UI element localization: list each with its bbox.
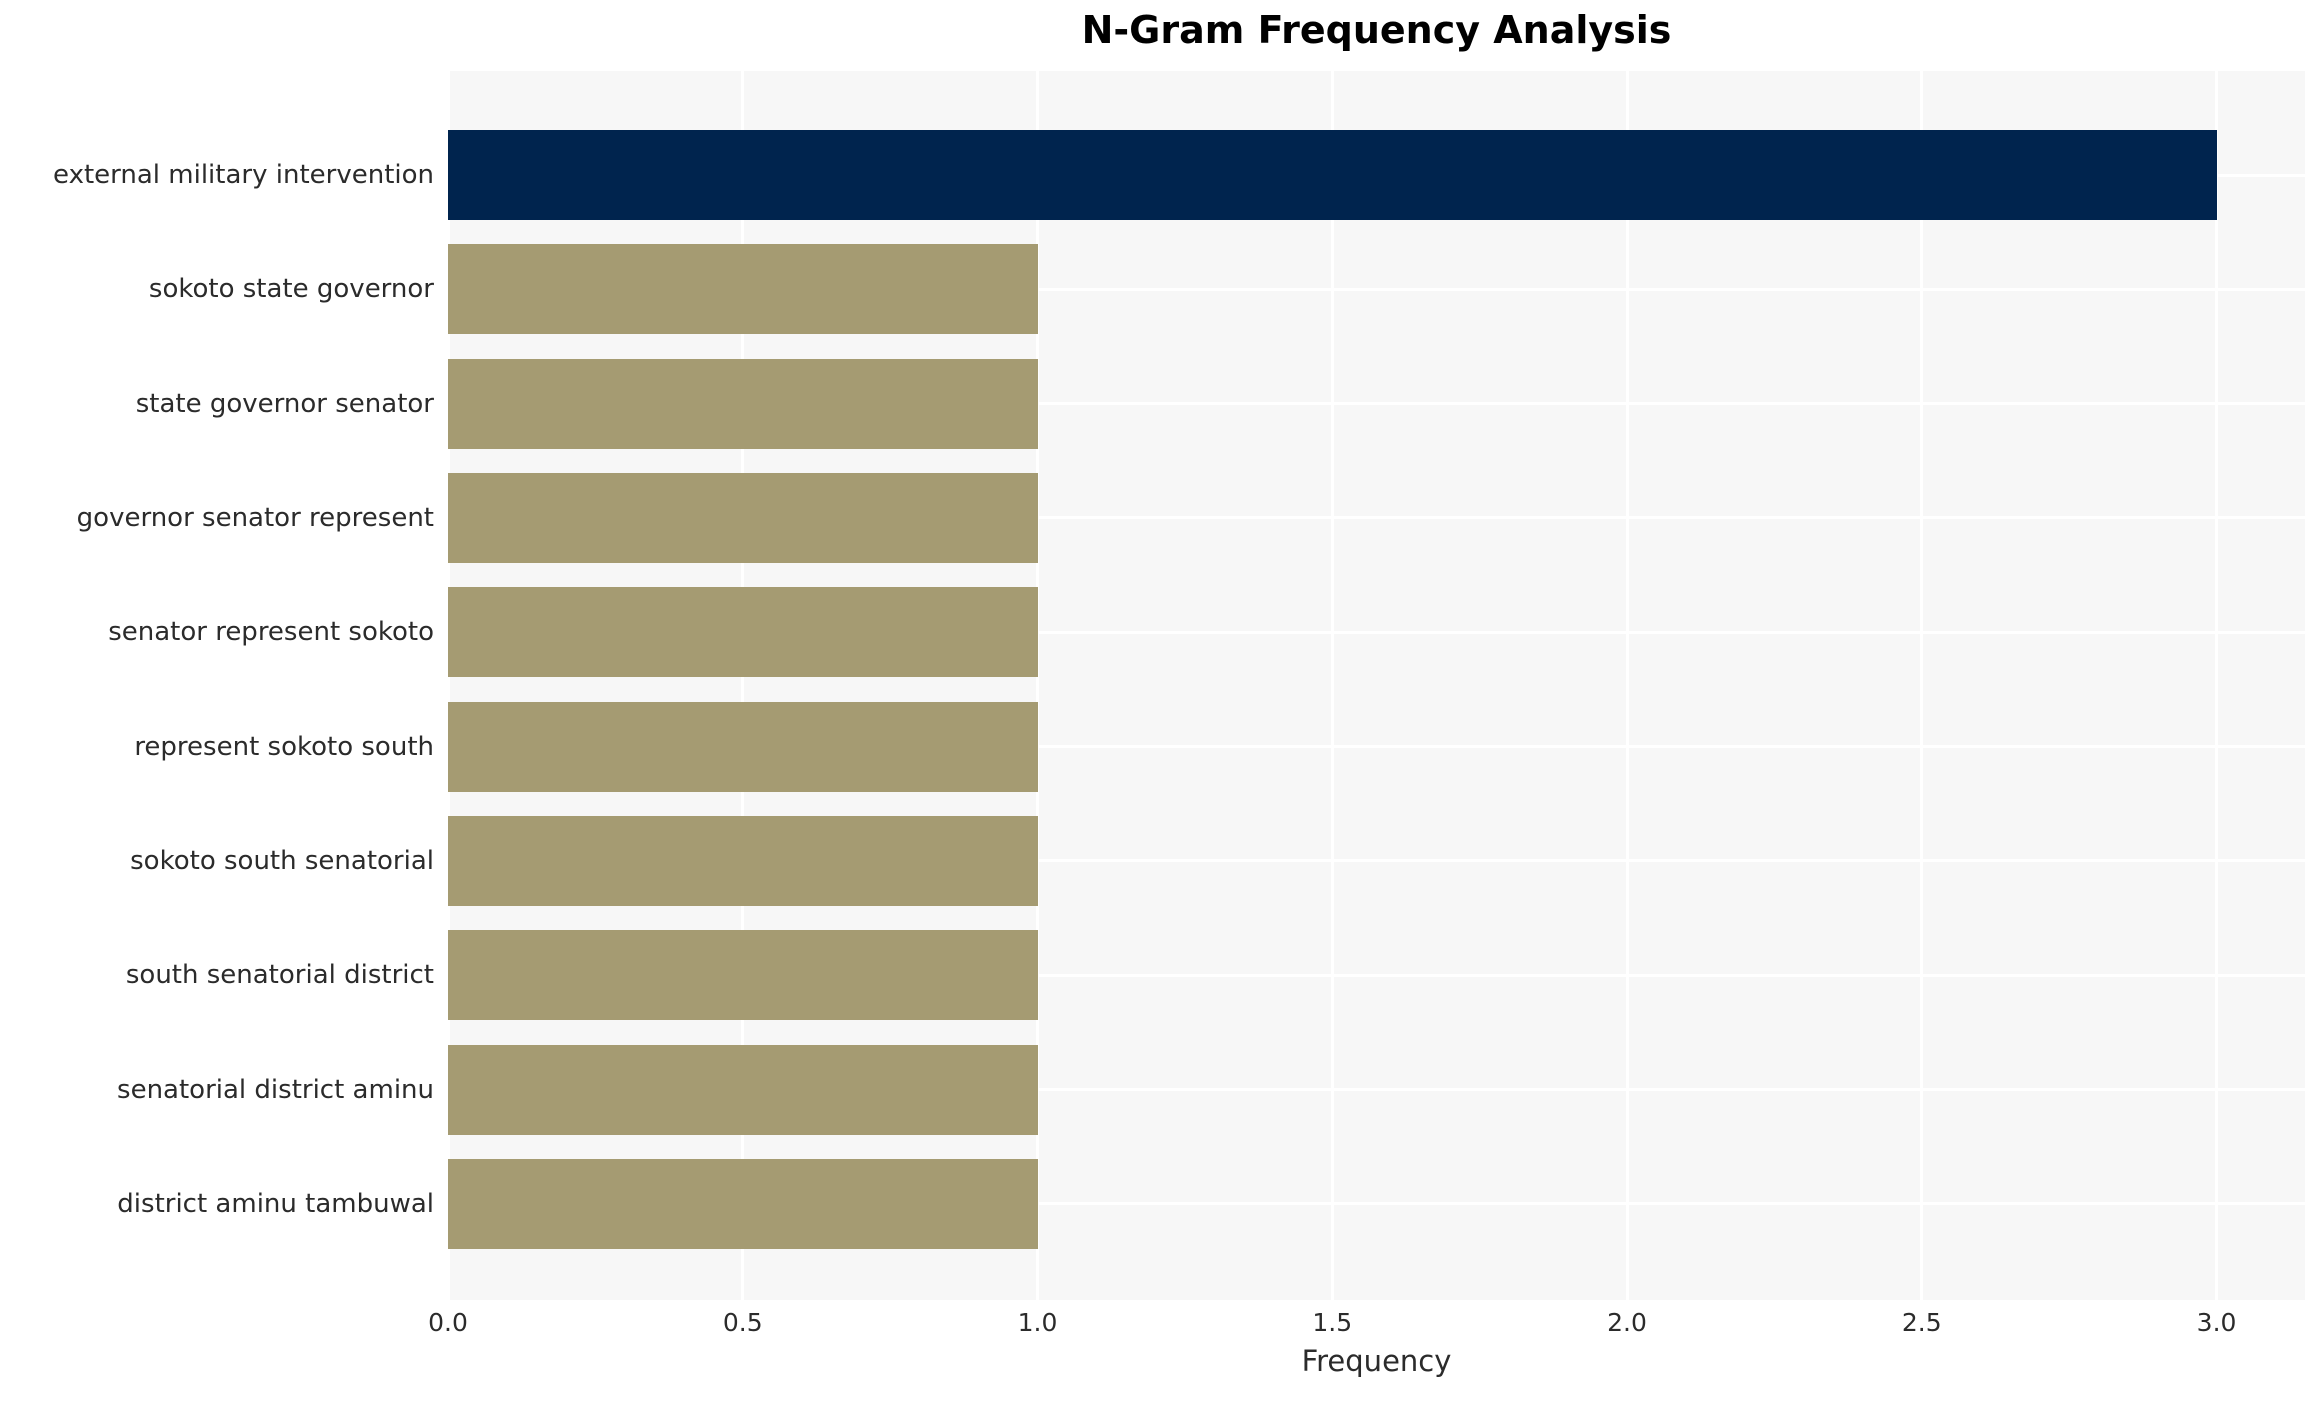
plot-area [446,71,2305,1300]
gridline-y [448,1088,2305,1092]
x-tick-label: 1.0 [1017,1308,1058,1337]
gridline-y [448,402,2305,406]
gridline-x [1330,71,1334,1300]
bar [448,701,1038,792]
x-tick-label: 3.0 [2196,1308,2237,1337]
bar [448,472,1038,563]
gridline-y [448,1202,2305,1206]
gridline-y [448,287,2305,291]
x-tick-label: 0.0 [428,1308,468,1337]
x-tick-label: 2.0 [1607,1308,1647,1337]
category-label: senatorial district aminu [117,1074,434,1105]
gridline-x [2215,71,2219,1300]
category-label: south senatorial district [125,960,434,991]
bar [448,244,1038,335]
gridline-y [448,516,2305,520]
bar [448,815,1038,906]
gridline-x [446,71,450,1300]
category-label: sokoto state governor [148,274,434,305]
category-label: represent sokoto south [134,731,434,762]
x-tick-label: 2.5 [1901,1308,1942,1337]
gridline-y [448,973,2305,977]
gridline-x [1036,71,1040,1300]
gridline-y [448,745,2305,749]
bar [448,930,1038,1021]
gridline-y [448,859,2305,863]
category-label: senator represent sokoto [108,617,434,648]
category-label: sokoto south senatorial [130,845,434,876]
bar [448,1044,1038,1135]
chart-title: N-Gram Frequency Analysis [1081,8,1672,52]
gridline-x [1920,71,1924,1300]
bar [448,130,2217,220]
category-label: state governor senator [135,388,434,419]
gridline-y [448,630,2305,634]
gridline-x [1625,71,1629,1300]
x-tick-label: 1.5 [1312,1308,1353,1337]
bar [448,358,1038,449]
bar [448,1158,1038,1249]
category-label: external military intervention [53,160,434,190]
category-label: governor senator represent [76,502,434,533]
x-axis-title: Frequency [1301,1344,1452,1378]
x-tick-label: 0.5 [722,1308,763,1337]
category-label: district aminu tambuwal [117,1188,434,1219]
gridline-x [741,71,745,1300]
bar [448,587,1038,678]
